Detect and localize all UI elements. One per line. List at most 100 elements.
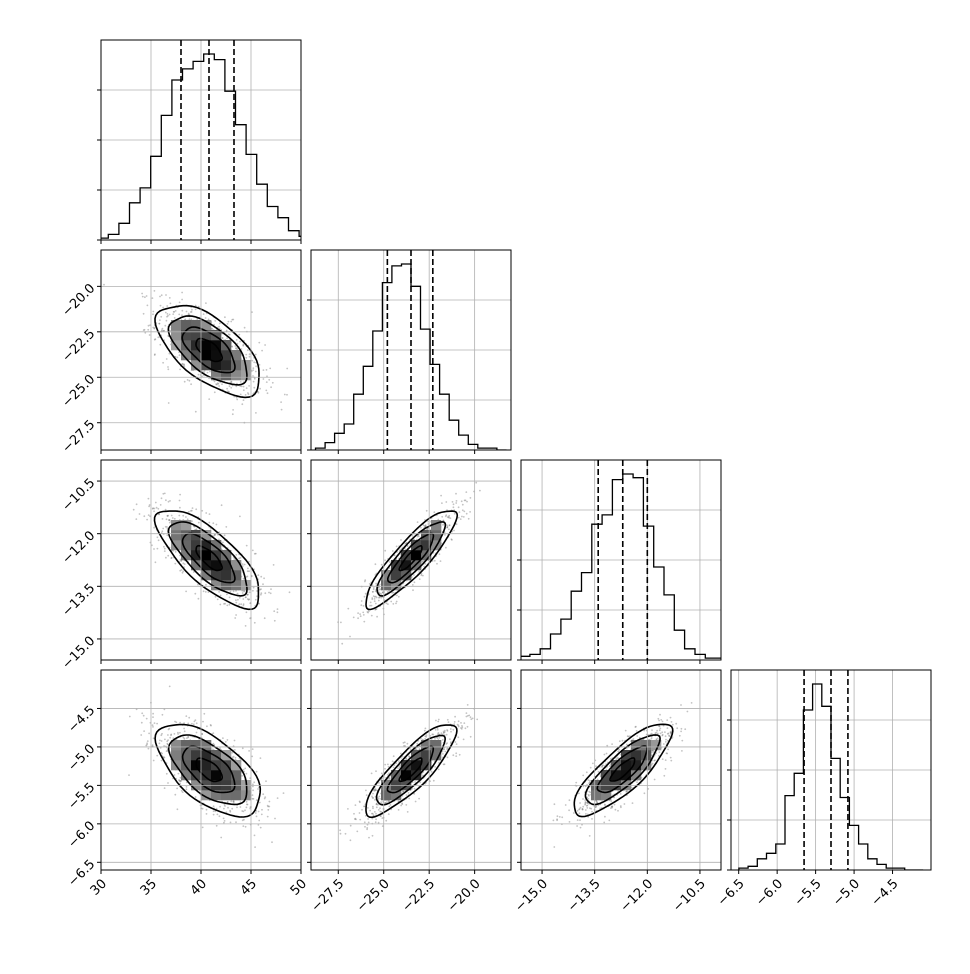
scatter-point <box>676 727 679 730</box>
scatter-point <box>167 734 169 736</box>
scatter-point <box>610 805 613 808</box>
scatter-point <box>183 730 186 733</box>
scatter-point <box>443 748 445 750</box>
scatter-point <box>242 825 245 827</box>
scatter-point <box>191 308 193 311</box>
scatter-point <box>462 516 465 518</box>
scatter-point <box>661 758 664 760</box>
scatter-point <box>379 592 381 595</box>
scatter-point <box>251 797 254 800</box>
scatter-point <box>656 729 658 732</box>
scatter-point <box>172 737 175 739</box>
scatter-point <box>248 570 251 573</box>
scatter-point <box>166 743 169 746</box>
scatter-point <box>656 732 659 735</box>
scatter-point <box>445 546 447 549</box>
scatter-point <box>416 535 419 538</box>
scatter-point <box>194 308 197 311</box>
scatter-point <box>204 591 207 593</box>
scatter-point <box>441 515 444 518</box>
scatter-point <box>166 315 168 318</box>
scatter-point <box>586 804 589 807</box>
scatter-point <box>181 309 184 312</box>
scatter-point <box>405 758 408 761</box>
scatter-point <box>388 799 391 802</box>
scatter-point <box>205 813 208 815</box>
scatter-point <box>476 718 479 721</box>
scatter-point <box>448 528 450 531</box>
scatter-point <box>253 386 256 389</box>
scatter-point <box>424 735 427 738</box>
scatter-point <box>457 736 460 739</box>
scatter-point <box>469 497 472 499</box>
scatter-point <box>212 805 215 808</box>
scatter-point <box>364 814 367 817</box>
x-tick-label: −25.0 <box>354 876 393 915</box>
scatter-point <box>230 386 233 389</box>
scatter-point <box>584 801 587 804</box>
scatter-point <box>434 738 436 740</box>
scatter-point <box>158 322 161 325</box>
scatter-point <box>617 809 619 812</box>
scatter-point <box>552 819 555 822</box>
scatter-point <box>446 509 448 511</box>
scatter-point <box>144 296 146 299</box>
scatter-point <box>403 745 405 747</box>
density-cell <box>221 370 232 381</box>
scatter-point <box>241 592 244 594</box>
scatter-point <box>272 564 275 566</box>
scatter-point <box>373 790 376 792</box>
scatter-point <box>455 752 458 755</box>
scatter-point <box>690 702 693 704</box>
scatter-point <box>453 723 456 726</box>
scatter-point <box>255 799 258 801</box>
scatter-point <box>596 778 599 781</box>
scatter-point <box>196 318 199 320</box>
scatter-point <box>213 323 215 326</box>
scatter-point <box>163 745 166 747</box>
scatter-point <box>242 603 245 606</box>
scatter-point <box>185 310 188 313</box>
scatter-point <box>457 724 460 727</box>
scatter-point <box>447 516 450 518</box>
scatter-point <box>261 349 263 352</box>
scatter-point <box>212 732 215 734</box>
scatter-point <box>613 803 616 806</box>
scatter-point <box>661 733 664 736</box>
scatter-point <box>455 500 458 502</box>
scatter-point <box>260 592 263 595</box>
scatter-point <box>584 801 587 803</box>
scatter-point <box>662 743 665 745</box>
density-cell <box>231 790 242 801</box>
scatter-point <box>186 518 189 521</box>
density-cell <box>401 770 412 781</box>
scatter-point <box>396 594 398 597</box>
scatter-point <box>254 812 257 814</box>
scatter-point <box>238 557 241 560</box>
scatter-point <box>359 615 362 618</box>
scatter-point <box>154 338 157 340</box>
contour-line <box>573 723 674 818</box>
scatter-point <box>395 600 398 603</box>
density-cell <box>211 790 222 801</box>
scatter-point <box>675 722 678 725</box>
scatter-point <box>205 808 208 811</box>
scatter-point <box>165 294 167 296</box>
scatter-point <box>452 506 455 509</box>
scatter-point <box>246 570 249 573</box>
scatter-point <box>165 772 168 775</box>
scatter-point <box>424 727 427 730</box>
scatter-point <box>578 808 580 811</box>
scatter-point <box>191 722 193 725</box>
scatter-point <box>215 383 218 385</box>
scatter-point <box>241 819 244 822</box>
density-cell <box>201 330 212 341</box>
scatter-point <box>443 731 446 733</box>
scatter-point <box>446 756 449 759</box>
scatter-point <box>174 551 177 553</box>
scatter-point <box>421 560 424 563</box>
scatter-point <box>241 775 244 777</box>
scatter-point <box>271 381 274 384</box>
scatter-point <box>183 380 186 383</box>
scatter-point <box>442 753 444 755</box>
